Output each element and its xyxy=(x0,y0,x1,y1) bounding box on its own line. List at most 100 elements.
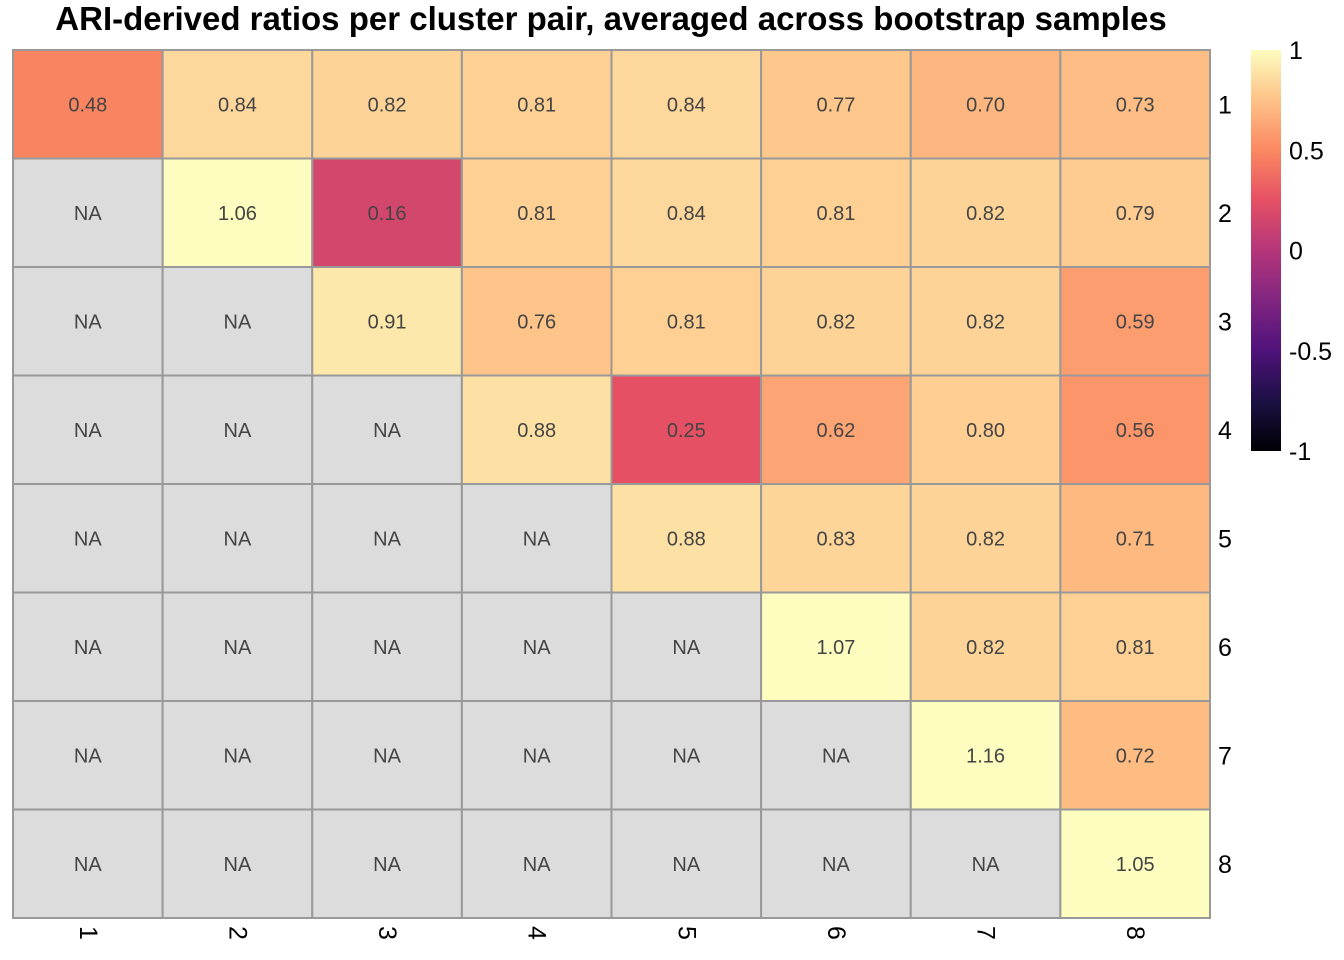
heatmap-cell xyxy=(909,374,1062,485)
cell-value-label: 0.84 xyxy=(667,203,706,225)
heatmap-cell xyxy=(12,266,164,377)
cell-value-label: 0.77 xyxy=(816,94,855,116)
cell-value-label: NA xyxy=(672,854,700,876)
cell-value-label: NA xyxy=(74,854,102,876)
heatmap-cell xyxy=(311,374,463,485)
heatmap-cell xyxy=(161,591,314,702)
row-label: 6 xyxy=(1218,634,1232,662)
heatmap-cell xyxy=(760,591,912,702)
cell-value-label: NA xyxy=(224,854,252,876)
heatmap-cell xyxy=(12,700,164,811)
heatmap-cell xyxy=(1059,266,1211,377)
heatmap-cell xyxy=(311,266,463,377)
row-labels: 1 2 3 4 5 6 7 8 xyxy=(1218,91,1232,879)
heatmap-cell xyxy=(909,591,1062,702)
heatmap-cell xyxy=(460,157,613,268)
cell-value-label: 0.82 xyxy=(966,637,1005,659)
heatmap-cell xyxy=(311,808,463,919)
cell-value-label: NA xyxy=(672,745,700,767)
cell-value-label: NA xyxy=(74,745,102,767)
cell-value-label: NA xyxy=(224,745,252,767)
cell-value-label: 0.82 xyxy=(966,311,1005,333)
cell-value-label: 0.62 xyxy=(816,420,855,442)
cell-value-label: 0.88 xyxy=(517,420,556,442)
cell-value-label: 0.56 xyxy=(1116,420,1155,442)
cell-value-label: NA xyxy=(373,420,401,442)
heatmap-cell xyxy=(460,483,613,594)
legend-tick-label: 0 xyxy=(1289,238,1303,266)
cell-value-label: 0.84 xyxy=(218,94,257,116)
heatmap-cell xyxy=(311,591,463,702)
heatmap-cell xyxy=(760,700,912,811)
column-label: 3 xyxy=(373,926,401,940)
heatmap-cell xyxy=(12,808,164,919)
cell-value-label: NA xyxy=(523,745,551,767)
heatmap-cell xyxy=(12,374,164,485)
heatmap-cell xyxy=(161,157,314,268)
legend-tick-label: -0.5 xyxy=(1289,338,1332,366)
heatmap-cell xyxy=(760,808,912,919)
cell-value-label: NA xyxy=(224,637,252,659)
heatmap-cell xyxy=(161,808,314,919)
heatmap-cell xyxy=(311,49,463,160)
cell-value-label: 1.06 xyxy=(218,203,257,225)
heatmap-cell xyxy=(610,591,763,702)
column-label: 5 xyxy=(672,926,700,940)
cell-value-label: NA xyxy=(373,745,401,767)
cell-value-label: 0.81 xyxy=(816,203,855,225)
heatmap-cell xyxy=(460,808,613,919)
heatmap-cell xyxy=(760,266,912,377)
row-label: 3 xyxy=(1218,308,1232,336)
heatmap-cell xyxy=(760,49,912,160)
cell-value-label: NA xyxy=(373,854,401,876)
legend-tick-label: -1 xyxy=(1289,438,1311,466)
heatmap-cell xyxy=(1059,483,1211,594)
cell-value-label: NA xyxy=(224,311,252,333)
row-label: 7 xyxy=(1218,742,1232,770)
cell-value-label: 0.82 xyxy=(966,528,1005,550)
row-label: 1 xyxy=(1218,91,1232,119)
cell-value-label: 0.73 xyxy=(1116,94,1155,116)
cell-value-label: 0.76 xyxy=(517,311,556,333)
column-label: 2 xyxy=(223,926,251,940)
cell-value-label: NA xyxy=(972,854,1000,876)
cell-value-label: NA xyxy=(523,854,551,876)
cell-value-label: 0.72 xyxy=(1116,745,1155,767)
heatmap-cell xyxy=(460,374,613,485)
heatmap-cell xyxy=(1059,49,1211,160)
cell-value-label: NA xyxy=(822,745,850,767)
cell-value-label: 0.16 xyxy=(368,203,407,225)
cell-value-label: 0.80 xyxy=(966,420,1005,442)
cell-value-label: 0.71 xyxy=(1116,528,1155,550)
legend-tick-label: 0.5 xyxy=(1289,137,1324,165)
cell-value-label: NA xyxy=(74,420,102,442)
cell-value-label: 0.81 xyxy=(1116,637,1155,659)
row-label: 4 xyxy=(1218,417,1232,445)
cell-value-label: NA xyxy=(74,528,102,550)
heatmap-cell xyxy=(610,483,763,594)
cell-value-label: 0.79 xyxy=(1116,203,1155,225)
column-labels: 1 2 3 4 5 6 7 8 xyxy=(74,926,1149,940)
heatmap-cell xyxy=(161,266,314,377)
cell-value-label: 0.82 xyxy=(816,311,855,333)
heatmap-cell xyxy=(909,700,1062,811)
legend-colorbar xyxy=(1251,50,1281,451)
heatmap-cell xyxy=(1059,808,1211,919)
column-label: 8 xyxy=(1121,926,1149,940)
cell-value-label: NA xyxy=(74,637,102,659)
heatmap-cell xyxy=(909,266,1062,377)
cell-value-label: 0.48 xyxy=(68,94,107,116)
cell-value-label: 0.81 xyxy=(517,94,556,116)
cell-value-label: 0.25 xyxy=(667,420,706,442)
chart-title: ARI-derived ratios per cluster pair, ave… xyxy=(55,0,1166,37)
cell-value-label: 0.81 xyxy=(667,311,706,333)
heatmap-cell xyxy=(760,157,912,268)
heatmap-cell xyxy=(1059,157,1211,268)
heatmap-cell xyxy=(909,483,1062,594)
heatmap-cell xyxy=(12,49,164,160)
cell-value-label: 0.59 xyxy=(1116,311,1155,333)
heatmap-cell xyxy=(460,266,613,377)
cell-value-label: NA xyxy=(224,528,252,550)
heatmap-cell xyxy=(1059,591,1211,702)
